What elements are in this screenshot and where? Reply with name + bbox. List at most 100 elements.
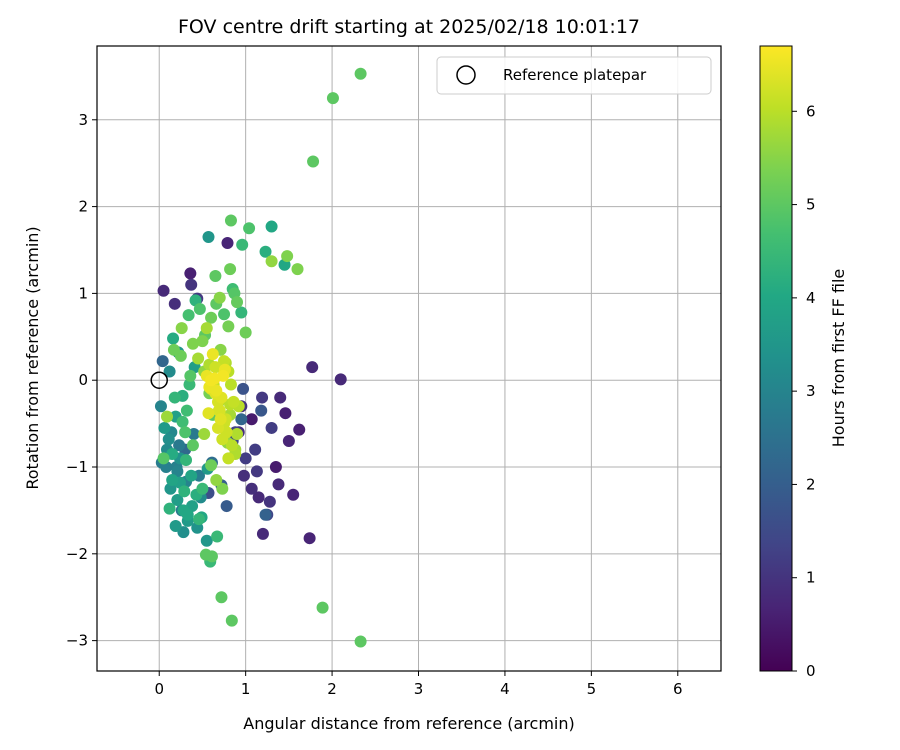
data-point — [178, 485, 191, 498]
data-point — [237, 469, 250, 482]
data-point — [334, 373, 347, 386]
data-point — [227, 395, 240, 408]
data-point — [220, 500, 233, 513]
data-point — [221, 237, 234, 250]
colorbar-tick-label: 0 — [806, 662, 816, 680]
data-point — [225, 614, 238, 627]
data-point — [224, 378, 237, 391]
data-point — [213, 291, 226, 304]
x-tick-label: 4 — [500, 680, 510, 698]
data-point — [210, 384, 223, 397]
colorbar-tick-label: 3 — [806, 382, 816, 400]
data-point — [192, 513, 205, 526]
data-point — [205, 311, 218, 324]
data-point — [210, 474, 223, 487]
colorbar-tick-label: 5 — [806, 196, 816, 214]
data-point — [249, 443, 262, 456]
x-tick-label: 5 — [587, 680, 597, 698]
legend-box — [436, 56, 712, 95]
data-point — [326, 92, 339, 105]
reference-marker-layer — [150, 371, 168, 389]
data-point — [196, 482, 209, 495]
grid — [97, 46, 721, 671]
x-tick-label: 3 — [414, 680, 424, 698]
data-point — [209, 361, 222, 374]
data-point — [202, 230, 215, 243]
data-point — [231, 296, 244, 309]
data-point — [218, 308, 231, 321]
data-point — [235, 306, 248, 319]
data-point — [316, 601, 329, 614]
data-point — [255, 404, 268, 417]
data-point — [215, 591, 228, 604]
data-point — [209, 270, 222, 283]
data-point — [231, 428, 244, 441]
data-point — [186, 337, 199, 350]
data-point — [202, 407, 215, 420]
y-tick-label: 0 — [78, 371, 88, 389]
legend-entry-reference-platepar: Reference platepar — [503, 66, 647, 84]
colorbar-tick-label: 4 — [806, 289, 816, 307]
data-point — [303, 532, 316, 545]
x-tick-label: 2 — [327, 680, 337, 698]
y-tick-label: 3 — [78, 111, 88, 129]
data-points — [154, 67, 367, 648]
data-point — [256, 527, 269, 540]
data-point — [245, 413, 258, 426]
data-point — [291, 263, 304, 276]
colorbar-label: Hours from first FF file — [829, 269, 848, 448]
data-point — [158, 421, 171, 434]
data-point — [206, 348, 219, 361]
colorbar-tick-label: 1 — [806, 569, 816, 587]
data-point — [269, 461, 282, 474]
data-point — [265, 421, 278, 434]
data-point — [272, 478, 285, 491]
data-point — [274, 391, 287, 404]
colorbar: 0 1 2 3 4 5 6 Hours from first FF file — [759, 45, 848, 680]
data-point — [306, 361, 319, 374]
data-point — [205, 459, 218, 472]
data-point — [287, 488, 300, 501]
data-point — [225, 439, 238, 452]
data-point — [256, 391, 269, 404]
data-point — [237, 382, 250, 395]
x-axis-ticks: 0 1 2 3 4 5 6 — [154, 671, 683, 698]
y-tick-label: −3 — [66, 632, 88, 650]
data-point — [211, 530, 224, 543]
data-point — [156, 355, 169, 368]
data-point — [218, 355, 231, 368]
data-point — [168, 297, 181, 310]
legend-reference-marker — [456, 65, 476, 85]
data-point — [243, 222, 256, 235]
data-point — [250, 465, 263, 478]
data-point — [259, 508, 272, 521]
data-point — [185, 278, 198, 291]
data-point — [293, 423, 306, 436]
y-tick-label: −2 — [66, 545, 88, 563]
data-point — [252, 491, 265, 504]
x-tick-label: 6 — [673, 680, 683, 698]
data-point — [168, 391, 181, 404]
data-point — [259, 245, 272, 258]
data-point — [196, 335, 209, 348]
data-point — [224, 214, 237, 227]
data-point — [193, 303, 206, 316]
data-point — [236, 238, 249, 251]
data-point — [175, 322, 188, 335]
data-point — [163, 502, 176, 515]
colorbar-tick-label: 6 — [806, 102, 816, 120]
data-point — [205, 374, 218, 387]
data-point — [171, 465, 184, 478]
data-point — [198, 428, 211, 441]
y-tick-label: 2 — [78, 198, 88, 216]
data-point — [182, 309, 195, 322]
data-point — [183, 378, 196, 391]
data-point — [282, 434, 295, 447]
data-point — [169, 520, 182, 533]
data-point — [199, 548, 212, 561]
x-tick-label: 1 — [241, 680, 251, 698]
data-point — [263, 495, 276, 508]
data-point — [216, 482, 229, 495]
y-tick-label: −1 — [66, 458, 88, 476]
